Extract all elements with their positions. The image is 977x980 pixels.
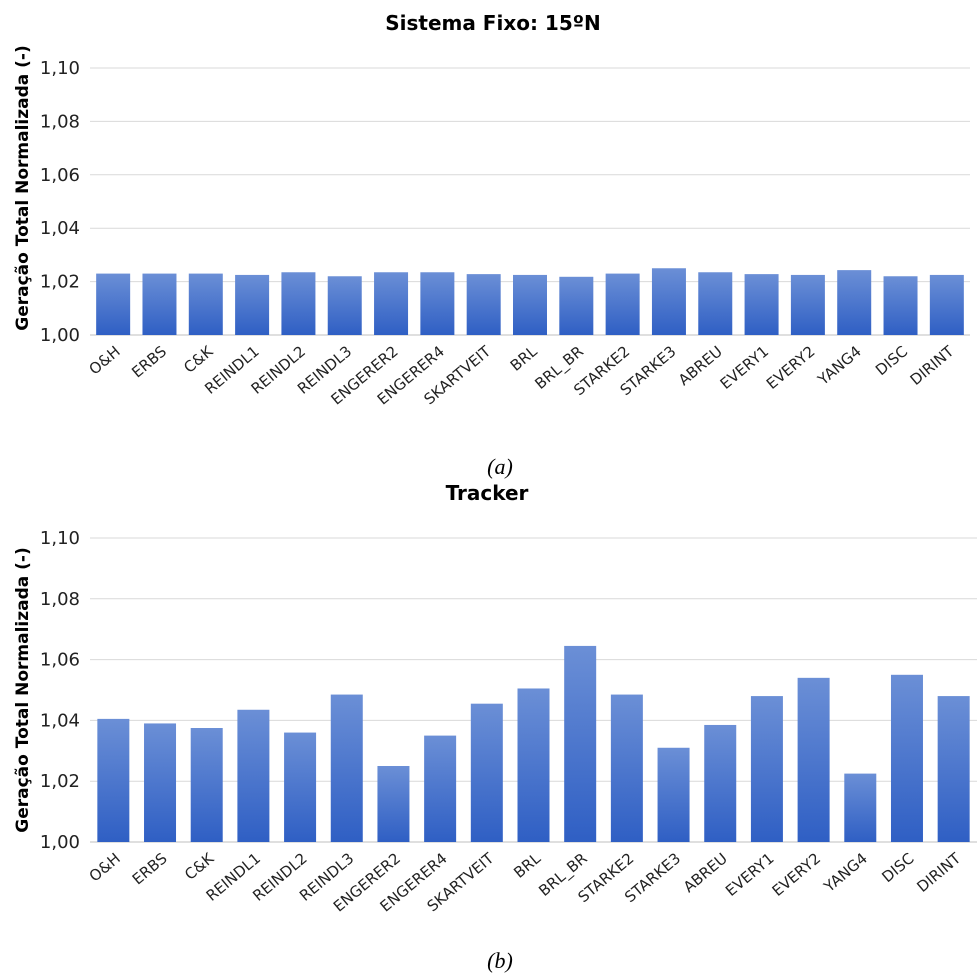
chart-a-title: Sistema Fixo: 15ºN [385, 11, 601, 35]
chart-a-bar-erbs [142, 273, 177, 335]
chart-a-bar-brl-br [559, 276, 594, 335]
chart-b-y-tick-label: 1,00 [40, 832, 80, 853]
chart-b-y-tick-labels: 1,00 1,02 1,04 1,06 1,08 1,10 [40, 528, 80, 853]
chart-a-bar-disc [883, 276, 918, 335]
chart-a-y-tick-label: 1,08 [40, 111, 80, 132]
chart-b-bar-starke3 [657, 747, 690, 842]
chart-b-bar-abreu [704, 724, 737, 842]
chart-a-bar-yang4 [837, 270, 872, 335]
chart-b-title: Tracker [446, 481, 529, 505]
chart-b-y-tick-label: 1,02 [40, 771, 80, 792]
chart-b-caption: (b) [487, 948, 513, 973]
chart-b-bar-reindl2 [284, 732, 317, 842]
chart-a-y-tick-label: 1,02 [40, 272, 80, 293]
chart-a-bar-brl [513, 274, 547, 335]
chart-b-bar-erbs [144, 723, 177, 842]
chart-b-x-tick-label: DISC [878, 849, 917, 886]
chart-b-bar-c-k [190, 728, 223, 842]
chart-b-x-tick-label: C&K [181, 849, 218, 884]
chart-b-x-tick-label: EVERY1 [722, 849, 778, 900]
chart-a-y-axis-label: Geração Total Normalizada (-) [13, 45, 33, 331]
chart-a-bar-reindl1 [235, 274, 270, 335]
chart-b-bar-yang4 [844, 773, 877, 842]
chart-b-bar-starke2 [610, 694, 643, 842]
chart-b-bar-reindl1 [237, 709, 270, 842]
chart-b-x-tick-label: O&H [86, 849, 124, 885]
chart-b-y-tick-label: 1,08 [40, 589, 80, 610]
chart-b-bar-brl [517, 688, 550, 842]
chart-a-bar-every1 [744, 274, 779, 335]
chart-a-bar-c-k [188, 273, 223, 335]
chart-b-bar-dirint [937, 696, 970, 842]
chart-a-x-tick-label: EVERY1 [717, 342, 773, 393]
chart-a-x-tick-label: O&H [86, 342, 124, 378]
chart-a-caption: (a) [487, 454, 513, 479]
chart-a-x-tick-label: ERBS [128, 342, 170, 381]
chart-a-bar-engerer4 [420, 272, 455, 335]
chart-a-y-tick-label: 1,04 [40, 218, 80, 239]
chart-a-bars [96, 268, 964, 335]
chart-a-bar-starke3 [651, 268, 686, 335]
chart-a-bar-every2 [790, 274, 825, 335]
chart-fixed-system: Sistema Fixo: 15ºN Geração Total Normali… [13, 11, 970, 479]
chart-b-y-tick-label: 1,10 [40, 528, 80, 549]
chart-a-y-tick-labels: 1,00 1,02 1,04 1,06 1,08 1,10 [40, 58, 80, 346]
chart-a-x-tick-label: DIRINT [907, 342, 958, 389]
chart-a-bar-reindl2 [281, 272, 316, 335]
chart-b-bar-every1 [750, 696, 783, 842]
chart-b-x-tick-label: BRL [510, 849, 544, 882]
chart-a-bar-starke2 [605, 273, 640, 335]
chart-a-x-tick-labels: O&H ERBS C&KREINDL1REINDL2REINDL3ENGERER2E… [86, 342, 959, 409]
chart-a-x-tick-label: DISC [872, 342, 911, 379]
chart-a-x-tick-label: EVERY2 [763, 342, 819, 393]
chart-b-x-tick-label: YANG4 [820, 849, 871, 896]
chart-b-x-tick-labels: O&H ERBS C&KREINDL1REINDL2REINDL3ENGERER2E… [86, 849, 965, 916]
chart-a-x-tick-label: C&K [180, 342, 217, 377]
chart-tracker: Tracker Geração Total Normalizada (-) 1,… [13, 481, 977, 973]
chart-a-bar-abreu [698, 272, 733, 335]
chart-b-y-tick-label: 1,06 [40, 650, 80, 671]
chart-a-bar-skartveit [466, 274, 501, 335]
chart-a-y-tick-label: 1,06 [40, 165, 80, 186]
chart-b-x-tick-label: ERBS [129, 849, 171, 888]
chart-b-x-tick-label: EVERY2 [769, 849, 825, 900]
chart-a-bar-engerer2 [374, 272, 409, 335]
chart-b-x-tick-label: DIRINT [913, 849, 964, 896]
chart-b-bar-engerer2 [377, 766, 410, 842]
chart-b-bar-brl-br [564, 645, 597, 842]
chart-a-bar-o-h [96, 273, 131, 335]
chart-b-bar-every2 [797, 677, 830, 842]
chart-a-y-tick-label: 1,10 [40, 58, 80, 79]
chart-a-bar-reindl3 [327, 276, 362, 335]
chart-b-y-tick-label: 1,04 [40, 710, 80, 731]
chart-a-x-tick-label: BRL [507, 342, 541, 375]
chart-a-x-tick-label: YANG4 [814, 342, 865, 389]
chart-b-bars [97, 645, 970, 842]
chart-b-bar-skartveit [470, 703, 503, 842]
chart-a-bar-dirint [929, 274, 964, 335]
chart-b-bar-reindl3 [330, 694, 363, 842]
chart-b-bar-engerer4 [424, 735, 457, 842]
chart-a-y-tick-label: 1,00 [40, 325, 80, 346]
chart-b-bar-disc [890, 674, 923, 842]
chart-b-bar-o-h [97, 718, 130, 842]
chart-b-y-axis-label: Geração Total Normalizada (-) [13, 547, 33, 833]
